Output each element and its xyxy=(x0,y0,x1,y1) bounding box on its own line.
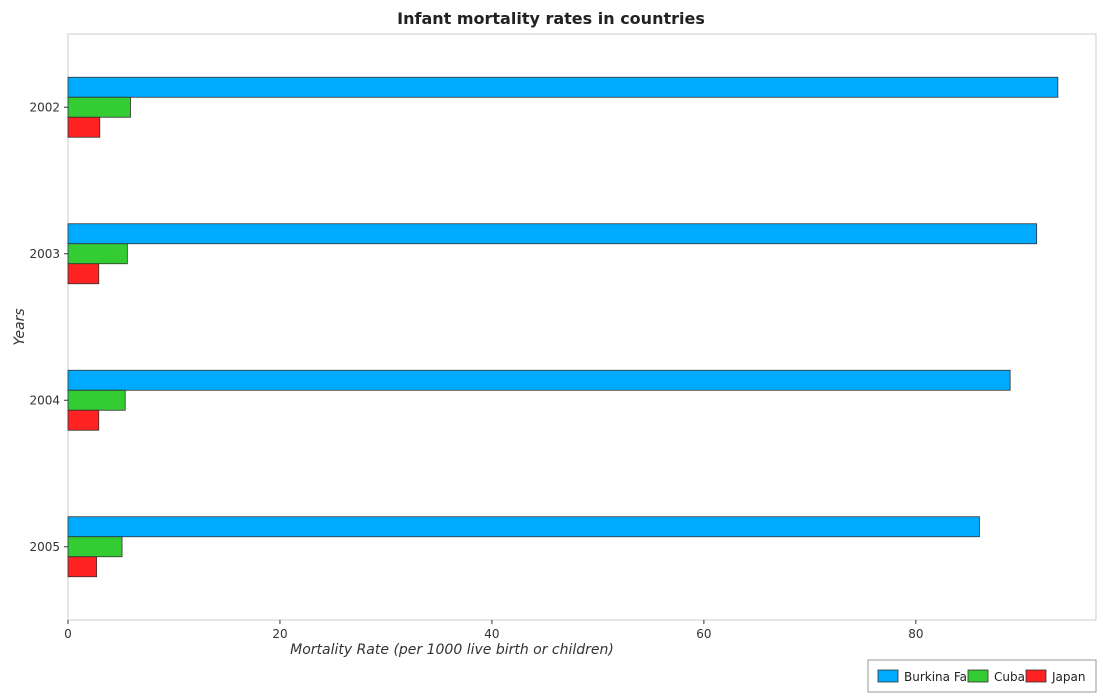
chart-title: Infant mortality rates in countries xyxy=(397,9,705,28)
legend-swatch-burkina-faso xyxy=(877,669,899,683)
legend-swatch-cuba xyxy=(967,669,989,683)
plot-area xyxy=(67,33,1097,621)
bar-burkina-faso-2003 xyxy=(67,223,1038,245)
x-axis-label: Mortality Rate (per 1000 live birth or c… xyxy=(290,642,614,658)
y-tick-label: 2004 xyxy=(29,393,60,407)
legend-label-burkina-faso: Burkina Faso xyxy=(904,670,981,684)
y-axis-label: Years xyxy=(12,308,28,345)
legend-swatch-japan xyxy=(1025,669,1047,683)
bar-burkina-faso-2005 xyxy=(67,516,980,538)
y-tick-label: 2002 xyxy=(29,100,60,114)
x-tick-label: 20 xyxy=(272,627,287,641)
bar-burkina-faso-2004 xyxy=(67,369,1011,391)
bars-layer xyxy=(67,76,1059,578)
y-tick-label: 2005 xyxy=(29,540,60,554)
bar-cuba-2005 xyxy=(67,536,123,558)
legend: Burkina Faso Cuba Japan xyxy=(867,659,1097,693)
bar-cuba-2004 xyxy=(67,389,126,411)
bar-cuba-2003 xyxy=(67,243,128,265)
x-tick-labels: 0 20 40 60 80 xyxy=(64,620,923,641)
bar-burkina-faso-2002 xyxy=(67,76,1059,98)
x-tick-label: 40 xyxy=(484,627,499,641)
bar-japan-2005 xyxy=(67,556,98,578)
legend-label-japan: Japan xyxy=(1051,670,1085,684)
bar-cuba-2002 xyxy=(67,96,131,118)
legend-label-cuba: Cuba xyxy=(994,670,1025,684)
bar-japan-2004 xyxy=(67,409,100,431)
y-tick-labels: 2002 2003 2004 2005 xyxy=(29,100,68,554)
y-tick-label: 2003 xyxy=(29,247,60,261)
x-tick-label: 60 xyxy=(696,627,711,641)
x-tick-label: 80 xyxy=(908,627,923,641)
x-tick-label: 0 xyxy=(64,627,72,641)
bar-japan-2002 xyxy=(67,116,101,138)
bar-japan-2003 xyxy=(67,263,100,285)
